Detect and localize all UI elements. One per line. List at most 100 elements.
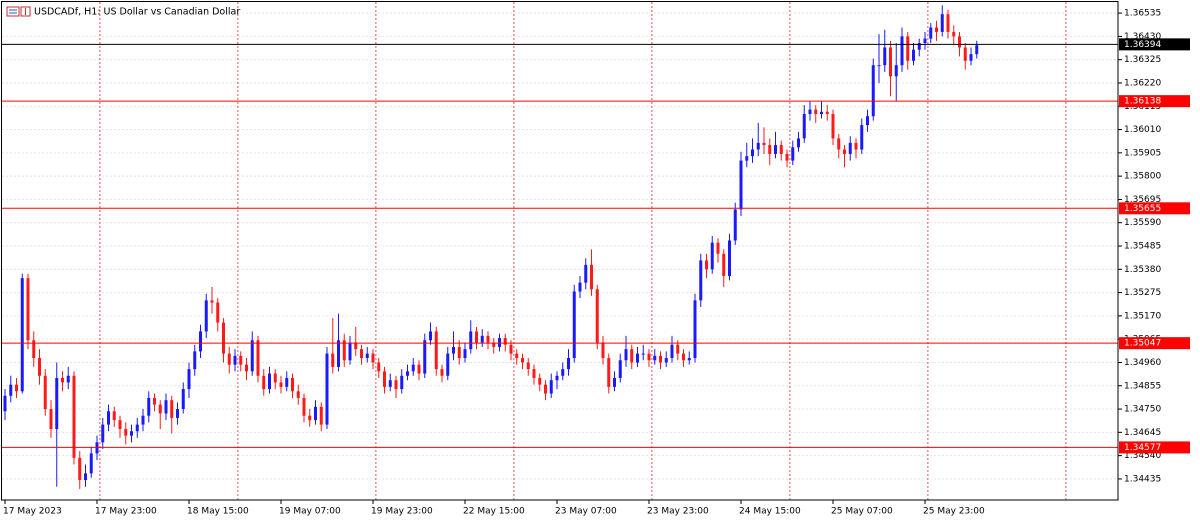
candle-body [158, 404, 162, 414]
candle-body [296, 391, 300, 398]
level-label: 1.35655 [1124, 204, 1161, 214]
y-tick-label: 1.35275 [1124, 288, 1161, 298]
candle-body [26, 278, 30, 341]
candle-body [486, 335, 490, 343]
candle-body [164, 400, 168, 414]
candle-body [538, 377, 542, 385]
candle-body [854, 142, 858, 150]
candle-body [331, 353, 335, 367]
x-tick-label: 19 May 07:00 [279, 507, 341, 517]
candle-body [365, 353, 369, 359]
candle-body [268, 373, 271, 390]
candle-body [147, 397, 151, 416]
candle-body [124, 429, 128, 436]
candle-body [84, 473, 87, 481]
y-tick-label: 1.34435 [1124, 474, 1161, 484]
candle-body [779, 145, 783, 154]
candle-body [43, 375, 47, 410]
candle-body [722, 253, 726, 276]
candle-body [279, 382, 283, 387]
x-tick-label: 17 May 23:00 [95, 507, 157, 517]
candle-body [503, 338, 507, 345]
candle-body [360, 349, 363, 359]
candle-body [239, 355, 243, 365]
candle-body [912, 49, 915, 61]
candle-body [383, 371, 386, 387]
candle-body [883, 47, 887, 66]
candle-body [693, 300, 697, 359]
y-tick-label: 1.36220 [1124, 78, 1161, 88]
candle-body [578, 282, 582, 292]
candle-body [728, 240, 731, 276]
candle-body [584, 264, 588, 283]
candle-body [371, 353, 375, 363]
candle-body [935, 27, 938, 32]
candle-body [463, 349, 467, 359]
candle-body [958, 36, 961, 48]
y-tick-label: 1.34750 [1124, 405, 1161, 415]
candle-body [302, 397, 306, 416]
candle-body [906, 36, 910, 61]
symbol-icon [6, 6, 31, 17]
candle-body [940, 14, 944, 32]
candle-body [262, 375, 266, 390]
candle-body [452, 346, 455, 354]
candle-body [814, 109, 818, 115]
candle-body [549, 380, 553, 394]
candle-body [440, 369, 444, 376]
x-tick-label: 24 May 15:00 [739, 507, 801, 517]
candle-body [745, 156, 749, 161]
candle-body [457, 346, 461, 359]
candle-body [969, 54, 973, 61]
candle-body [388, 380, 392, 387]
candle-body [101, 424, 105, 443]
candle-body [61, 377, 64, 383]
candle-body [705, 260, 708, 270]
x-tick-label: 25 May 23:00 [923, 507, 985, 517]
candle-body [917, 43, 921, 50]
candle-body [20, 278, 24, 392]
candle-body [291, 377, 294, 392]
level-label-box [1119, 95, 1190, 108]
y-tick-label: 1.36535 [1124, 9, 1161, 19]
y-tick-label: 1.36430 [1124, 32, 1161, 42]
x-tick-label: 19 May 23:00 [371, 507, 433, 517]
candle-body [308, 415, 312, 421]
candle-body [515, 353, 519, 359]
y-tick-label: 1.34540 [1124, 451, 1161, 461]
level-label: 1.36138 [1124, 97, 1161, 107]
level-label-box [1119, 38, 1190, 51]
y-tick-label: 1.35590 [1124, 218, 1161, 228]
candle-body [877, 65, 881, 67]
candle-body [204, 300, 208, 332]
axes: 1.365351.364301.363251.362201.361151.360… [3, 9, 1190, 517]
candle-body [135, 424, 139, 432]
candle-body [89, 453, 93, 474]
candle-body [55, 377, 59, 430]
candle-body [354, 342, 358, 350]
level-label: 1.35047 [1124, 339, 1161, 349]
candle-body [894, 65, 898, 77]
y-tick-label: 1.35800 [1124, 172, 1161, 182]
candle-body [66, 375, 70, 383]
candle-body [417, 364, 421, 374]
candle-body [860, 125, 864, 150]
candle-body [38, 358, 41, 376]
candle-body [325, 353, 329, 425]
candle-body [975, 45, 979, 55]
candle-body [434, 331, 438, 370]
candle-body [682, 353, 685, 361]
candle-body [900, 36, 904, 66]
candle-body [733, 209, 737, 241]
candle-body [785, 153, 789, 161]
candle-body [820, 111, 823, 115]
candle-body [774, 145, 777, 154]
candle-body [687, 358, 691, 361]
candle-body [250, 340, 254, 372]
candle-body [181, 389, 185, 410]
candle-body [825, 111, 829, 115]
candle-body [923, 38, 927, 44]
candle-body [400, 375, 404, 390]
candle-body [222, 322, 225, 354]
y-tick-label: 1.35695 [1124, 195, 1161, 205]
